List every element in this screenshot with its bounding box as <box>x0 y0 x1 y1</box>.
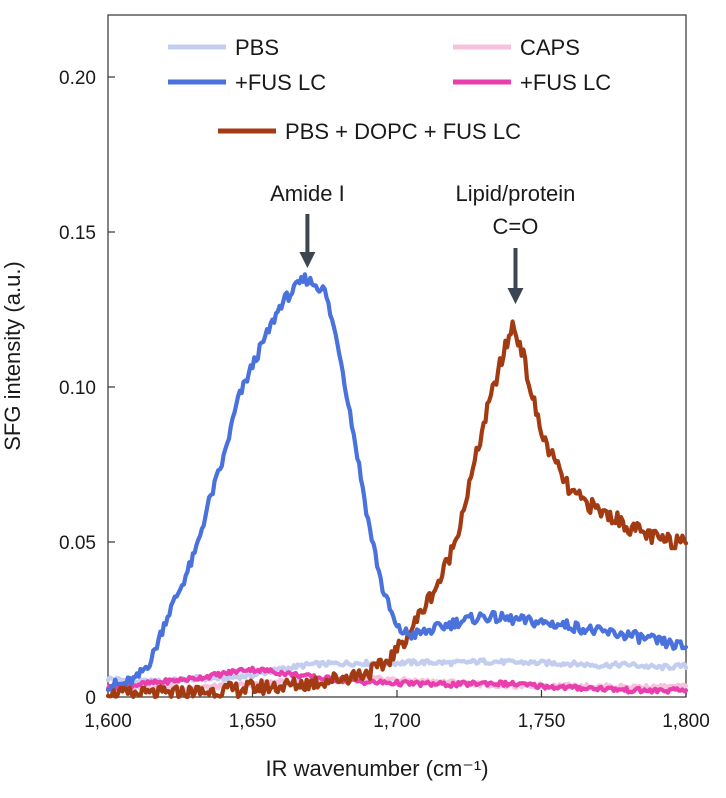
x-tick-label: 1,650 <box>229 711 277 732</box>
lipid-arrow-icon <box>507 288 524 304</box>
annotation-lipid-co: C=O <box>493 214 539 239</box>
x-axis-label: IR wavenumber (cm⁻¹) <box>265 756 488 781</box>
legend-label-4: +FUS LC <box>520 70 611 95</box>
annotation-lipid: Lipid/protein <box>456 181 576 206</box>
series-layer <box>105 272 689 700</box>
legend-label-1: PBS <box>235 35 279 60</box>
series-line-2 <box>105 272 689 693</box>
annotation-layer: Amide I Lipid/protein C=O <box>270 181 575 304</box>
annotation-amide: Amide I <box>270 181 345 206</box>
legend-label-3: CAPS <box>520 35 580 60</box>
y-tick-label: 0.05 <box>59 533 96 554</box>
series-line-5 <box>105 319 689 700</box>
x-tick-label: 1,700 <box>373 711 421 732</box>
legend-label-2: +FUS LC <box>235 70 326 95</box>
legend-label-5: PBS + DOPC + FUS LC <box>285 119 521 144</box>
y-tick-label: 0.15 <box>59 223 96 244</box>
plot-frame <box>107 14 687 698</box>
y-tick-label: 0.20 <box>59 68 96 89</box>
x-tick-label: 1,750 <box>518 711 566 732</box>
y-tick-label: 0 <box>85 688 96 709</box>
amide-arrow-icon <box>299 252 316 268</box>
legend: PBS +FUS LC CAPS +FUS LC PBS + DOPC + FUS LC <box>168 35 611 144</box>
x-tick-label: 1,600 <box>84 711 132 732</box>
y-tick-label: 0.10 <box>59 378 96 399</box>
y-axis-label: SFG intensity (a.u.) <box>0 261 25 451</box>
axes-layer: 1,600 1,650 1,700 1,750 1,800 0 0.05 0.10 0.15 0.… <box>0 14 710 781</box>
x-tick-label: 1,800 <box>662 711 710 732</box>
series-line-4 <box>105 665 689 695</box>
